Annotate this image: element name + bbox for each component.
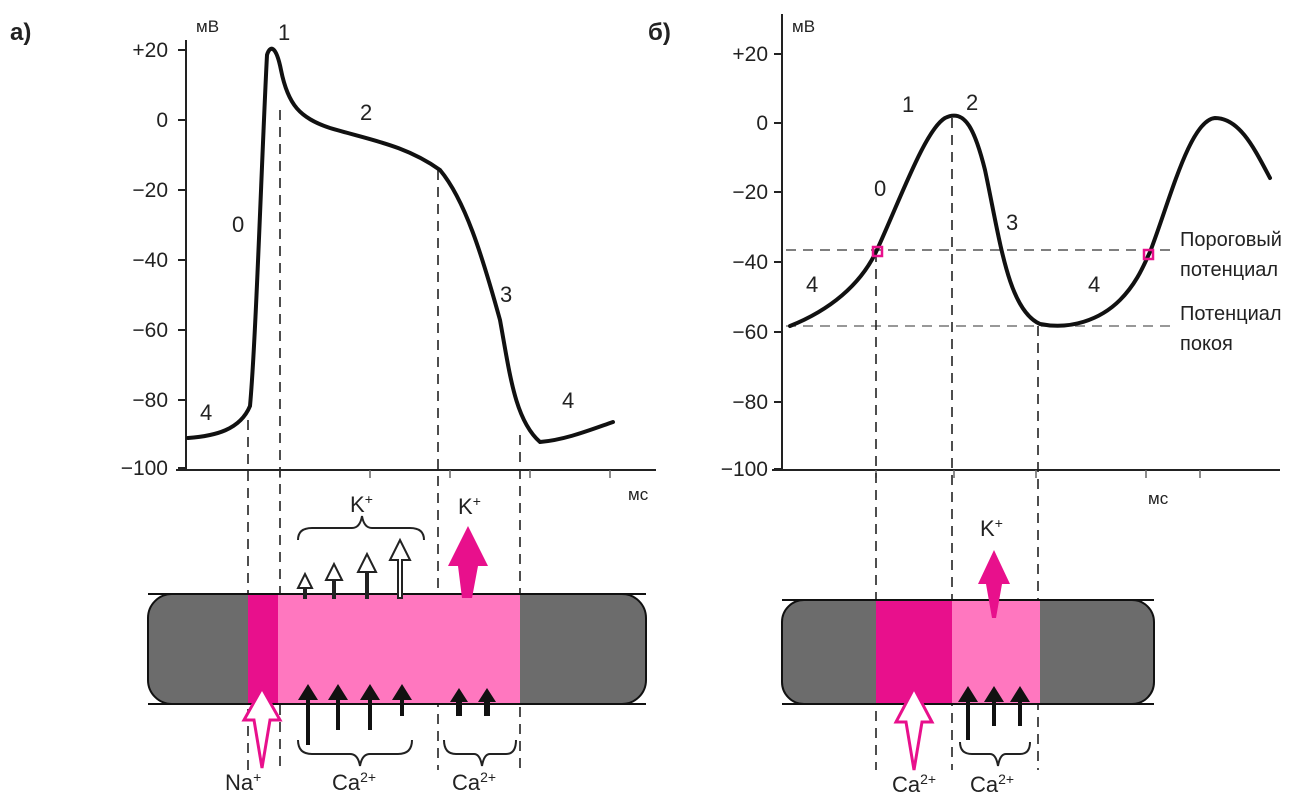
- panel-a-y-unit: мВ: [196, 17, 219, 36]
- ca-in-arrow: [1010, 686, 1030, 726]
- panel-b-phase-3: 3: [1006, 210, 1018, 235]
- label-ca-a-2: Ca2+: [452, 769, 496, 795]
- panel-a-y-ticks: +20 0 −20 −40 −60 −80 −100: [121, 39, 186, 480]
- panel-b-x-ticks: [875, 470, 1201, 478]
- label-ca-b-fast: Ca2+: [892, 771, 936, 797]
- ca-in-arrows-b: [958, 686, 1030, 740]
- panel-b-phase-0: 0: [874, 176, 886, 201]
- panel-a-label: а): [10, 19, 31, 46]
- panel-b-tick-label: +20: [732, 43, 768, 66]
- panel-b-tick-label: −80: [732, 391, 768, 414]
- panel-b-y-ticks: +20 0 −20 −40 −60 −80 −100: [721, 43, 782, 481]
- panel-b-tick-label: −100: [721, 458, 768, 481]
- panel-b-phase-2: 2: [966, 90, 978, 115]
- ca-in-arrow: [328, 684, 348, 730]
- panel-b-tick-label: 0: [756, 112, 768, 135]
- threshold-label-1: Пороговый: [1180, 229, 1282, 251]
- panel-b-phase-4-left: 4: [806, 272, 818, 297]
- k-out-arrow-b: [978, 550, 1010, 618]
- panel-a-phase-3: 3: [500, 282, 512, 307]
- ca-in-arrow: [450, 688, 468, 716]
- threshold-marker-2: [1142, 248, 1155, 261]
- brace-ca-a-1: [297, 739, 413, 767]
- panel-a-tick-label: −80: [132, 389, 168, 412]
- ca-in-arrow: [984, 686, 1004, 726]
- brace-ca-b: [959, 741, 1031, 767]
- k-out-arrow: [356, 551, 378, 599]
- panel-b-tick-label: −40: [732, 251, 768, 274]
- k-out-arrow: [324, 561, 344, 599]
- panel-a-tick-label: +20: [132, 39, 168, 62]
- k-out-arrow: [296, 571, 314, 599]
- panel-b-y-unit: мВ: [792, 17, 815, 36]
- panel-b-x-unit: мс: [1148, 489, 1169, 508]
- panel-b-label: б): [648, 19, 671, 46]
- brace-k-a: [297, 515, 425, 541]
- panel-a-plateau-zone: [278, 594, 520, 704]
- panel-a-x-unit: мс: [628, 485, 649, 504]
- ca-in-arrow: [478, 688, 496, 716]
- panel-b-phase-1: 1: [902, 92, 914, 117]
- label-k-b: K+: [980, 515, 1003, 541]
- panel-b-tick-label: −20: [732, 181, 768, 204]
- resting-label-1: Потенциал: [1180, 303, 1282, 325]
- panel-a-tick-label: 0: [156, 109, 168, 132]
- k-out-arrow: [388, 537, 412, 599]
- panel-a-phase-4-right: 4: [562, 388, 574, 413]
- panel-a-ap-curve: [186, 46, 615, 445]
- threshold-label-2: потенциал: [1180, 259, 1278, 281]
- ca-in-arrow: [958, 686, 978, 740]
- panel-a-phase-4-left: 4: [200, 400, 212, 425]
- ca-fast-in-arrow: [893, 684, 935, 771]
- panel-a-phase-1: 1: [278, 20, 290, 45]
- panel-a-tick-label: −20: [132, 179, 168, 202]
- threshold-marker-1: [871, 245, 884, 258]
- label-ca-a-1: Ca2+: [332, 769, 376, 795]
- panel-b: б) мВ мс +20 0 −20 −40 −60 −80 −100: [648, 14, 1282, 797]
- panel-a-tick-label: −60: [132, 319, 168, 342]
- label-k-slow: K+: [350, 491, 373, 517]
- panel-a-x-ticks: [279, 470, 611, 478]
- panel-a: а) мВ мс +20 0 −20 −40 −60 −80 −100: [10, 17, 656, 795]
- label-ca-b-slow: Ca2+: [970, 771, 1014, 797]
- label-k-fast: K+: [458, 493, 481, 519]
- label-na: Na+: [225, 769, 261, 795]
- panel-a-na-channel-zone: [248, 594, 278, 704]
- na-in-arrow: [241, 684, 283, 769]
- panel-a-tick-label: −100: [121, 457, 168, 480]
- panel-a-phase-0: 0: [232, 212, 244, 237]
- ca-in-arrow: [360, 684, 380, 730]
- panel-b-ap-curve: [788, 113, 1272, 328]
- ca-in-arrows-a: [298, 684, 496, 745]
- brace-ca-a-2: [443, 739, 517, 767]
- resting-label-2: покоя: [1180, 333, 1233, 355]
- ca-in-arrow: [392, 684, 412, 716]
- panel-b-phase-4-right: 4: [1088, 272, 1100, 297]
- k-out-small-arrows: [296, 537, 412, 599]
- panel-a-tick-label: −40: [132, 249, 168, 272]
- panel-b-tick-label: −60: [732, 321, 768, 344]
- panel-a-phase-2: 2: [360, 100, 372, 125]
- k-out-big-arrow: [448, 526, 488, 598]
- ca-in-arrow: [298, 684, 318, 745]
